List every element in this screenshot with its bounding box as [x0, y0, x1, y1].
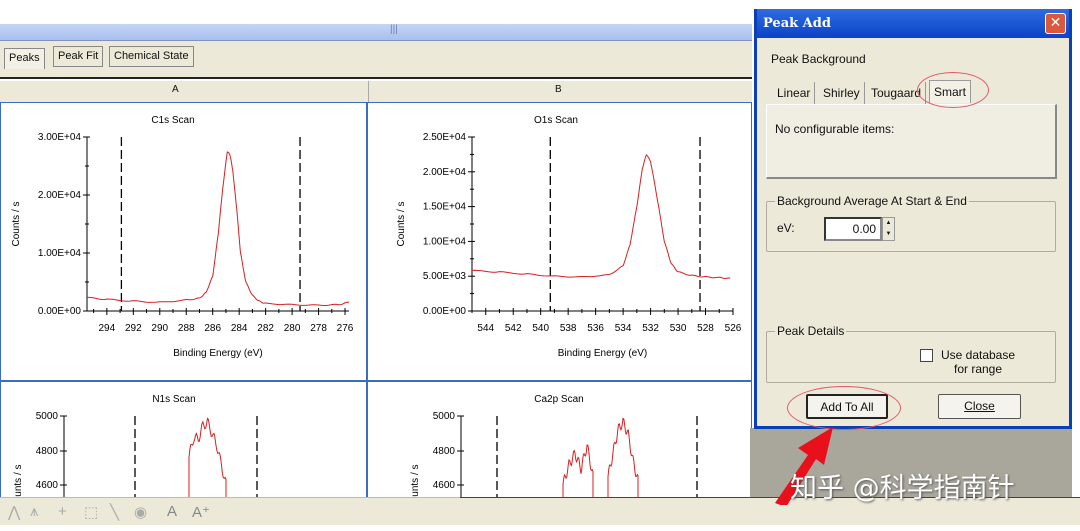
chart-panel-c1s[interactable]: C1s Scan 0.00E+00 1.00E+04 2.00E+04 3.00E+04…: [0, 102, 367, 381]
tab-panel: No configurable items:: [766, 104, 1057, 179]
spectrum-line: [188, 417, 227, 500]
y-tick-label: 4800: [433, 446, 456, 457]
status-bar: [460, 497, 1080, 525]
watermark: 知乎 @科学指南针: [790, 473, 1015, 504]
peak-add-dialog: Peak Add ✕ Peak Background Linear Shirle…: [754, 9, 1072, 429]
y-tick-label: 2.50E+04: [423, 132, 467, 143]
y-tick-label: 2.00E+04: [423, 167, 467, 178]
close-button[interactable]: Close: [938, 394, 1021, 419]
crosshair-icon[interactable]: +: [58, 503, 67, 520]
y-tick-label: 5000: [36, 411, 59, 422]
x-tick-label: 538: [560, 323, 577, 334]
x-tick-label: 284: [231, 323, 248, 334]
chart-panel-ca2p[interactable]: Ca2p Scan 4600 4800 5000 Counts / s: [367, 381, 752, 510]
region-icon[interactable]: ⬚: [84, 504, 99, 521]
x-tick-label: 276: [337, 323, 354, 334]
highlight-add-to-all: [787, 386, 901, 430]
group-title: Peak Details: [775, 324, 847, 338]
group-title: Background Average At Start & End: [775, 194, 969, 208]
x-tick-label: 544: [477, 323, 494, 334]
x-axis-label: Binding Energy (eV): [558, 348, 648, 359]
x-tick-label: 534: [615, 323, 632, 334]
ev-spinner[interactable]: ▲ ▼: [882, 217, 895, 241]
spectrum-line: [87, 151, 350, 306]
toolbar: ⋀ ⩚ + ⬚ ╲ ◉ A A⁺: [0, 497, 460, 525]
y-tick-label: 1.50E+04: [423, 202, 467, 213]
column-b[interactable]: B: [555, 84, 562, 95]
peak-icon[interactable]: ⋀: [8, 504, 21, 521]
x-tick-label: 530: [670, 323, 687, 334]
window-title-bar: |||: [0, 24, 752, 41]
y-tick-label: 4600: [433, 480, 456, 491]
x-tick-label: 292: [125, 323, 142, 334]
chart-panel-n1s[interactable]: N1s Scan 4600 4800 5000 Counts / s: [0, 381, 367, 510]
red-arrow-icon: [775, 427, 833, 505]
y-tick-label: 1.00E+04: [38, 248, 82, 259]
chart-title: N1s Scan: [152, 394, 195, 405]
y-tick-label: 4800: [36, 446, 59, 457]
x-tick-label: 536: [587, 323, 604, 334]
x-tick-label: 290: [151, 323, 168, 334]
x-tick-label: 282: [257, 323, 274, 334]
peak-fit-icon[interactable]: ⩚: [30, 503, 39, 520]
y-tick-label: 1.00E+04: [423, 236, 467, 247]
peak-background-label: Peak Background: [771, 52, 866, 66]
chart-panel-o1s[interactable]: O1s Scan 0.00E+00 5.00E+03 1.00E+04 1.50E+04…: [367, 102, 752, 381]
chart-title: Ca2p Scan: [534, 394, 583, 405]
eye-icon[interactable]: ◉: [134, 504, 148, 521]
spectrum-line: [562, 444, 594, 500]
use-database-label: Use database for range: [940, 348, 1016, 376]
close-icon[interactable]: ✕: [1045, 13, 1066, 34]
spectrum-line: [471, 153, 731, 280]
y-tick-label: 0.00E+00: [38, 306, 82, 317]
x-tick-label: 542: [505, 323, 522, 334]
y-axis-label: Counts / s: [396, 201, 407, 246]
tab-peaks[interactable]: Peaks: [4, 48, 45, 69]
x-tick-label: 278: [310, 323, 327, 334]
tab-peak-fit[interactable]: Peak Fit: [53, 46, 104, 67]
x-tick-label: 532: [642, 323, 659, 334]
y-tick-label: 2.00E+04: [38, 190, 82, 201]
tab-chemical-state[interactable]: Chemical State: [109, 46, 194, 67]
highlight-smart-tab: [917, 72, 989, 108]
y-axis-label: Counts / s: [13, 464, 24, 500]
y-tick-label: 3.00E+04: [38, 132, 82, 143]
chart-title: O1s Scan: [534, 115, 578, 126]
text-icon[interactable]: A: [167, 503, 178, 520]
x-tick-label: 286: [204, 323, 221, 334]
tab-shirley[interactable]: Shirley: [819, 82, 865, 105]
x-tick-label: 528: [697, 323, 714, 334]
x-tick-label: 294: [99, 323, 116, 334]
x-tick-label: 280: [284, 323, 301, 334]
text-add-icon[interactable]: A⁺: [192, 504, 210, 521]
chart-title: C1s Scan: [151, 115, 194, 126]
use-database-checkbox[interactable]: [920, 349, 933, 362]
ev-input[interactable]: 0.00: [824, 217, 882, 241]
y-tick-label: 5.00E+03: [423, 271, 467, 282]
ev-label: eV:: [777, 221, 795, 235]
background-average-group: Background Average At Start & End eV: 0.…: [766, 194, 1056, 252]
divider: [368, 81, 369, 102]
peak-details-group: Peak Details Use database for range: [766, 324, 1056, 383]
x-tick-label: 540: [532, 323, 549, 334]
x-tick-label: 288: [178, 323, 195, 334]
view-tabs: Peaks Peak Fit Chemical State: [0, 41, 752, 79]
dialog-title: Peak Add: [757, 9, 1069, 38]
column-header: A B: [0, 81, 752, 102]
splitter-grip[interactable]: |||: [390, 24, 398, 35]
y-axis-label: Counts / s: [410, 464, 421, 500]
no-items-text: No configurable items:: [775, 122, 895, 136]
y-axis-label: Counts / s: [11, 201, 22, 246]
y-tick-label: 4600: [36, 480, 59, 491]
line-icon[interactable]: ╲: [110, 504, 120, 521]
tab-linear[interactable]: Linear: [773, 82, 816, 105]
y-tick-label: 5000: [433, 411, 456, 422]
spectrum-line: [607, 417, 639, 500]
column-a[interactable]: A: [172, 84, 179, 95]
x-tick-label: 526: [725, 323, 742, 334]
x-axis-label: Binding Energy (eV): [173, 348, 263, 359]
y-tick-label: 0.00E+00: [423, 306, 467, 317]
